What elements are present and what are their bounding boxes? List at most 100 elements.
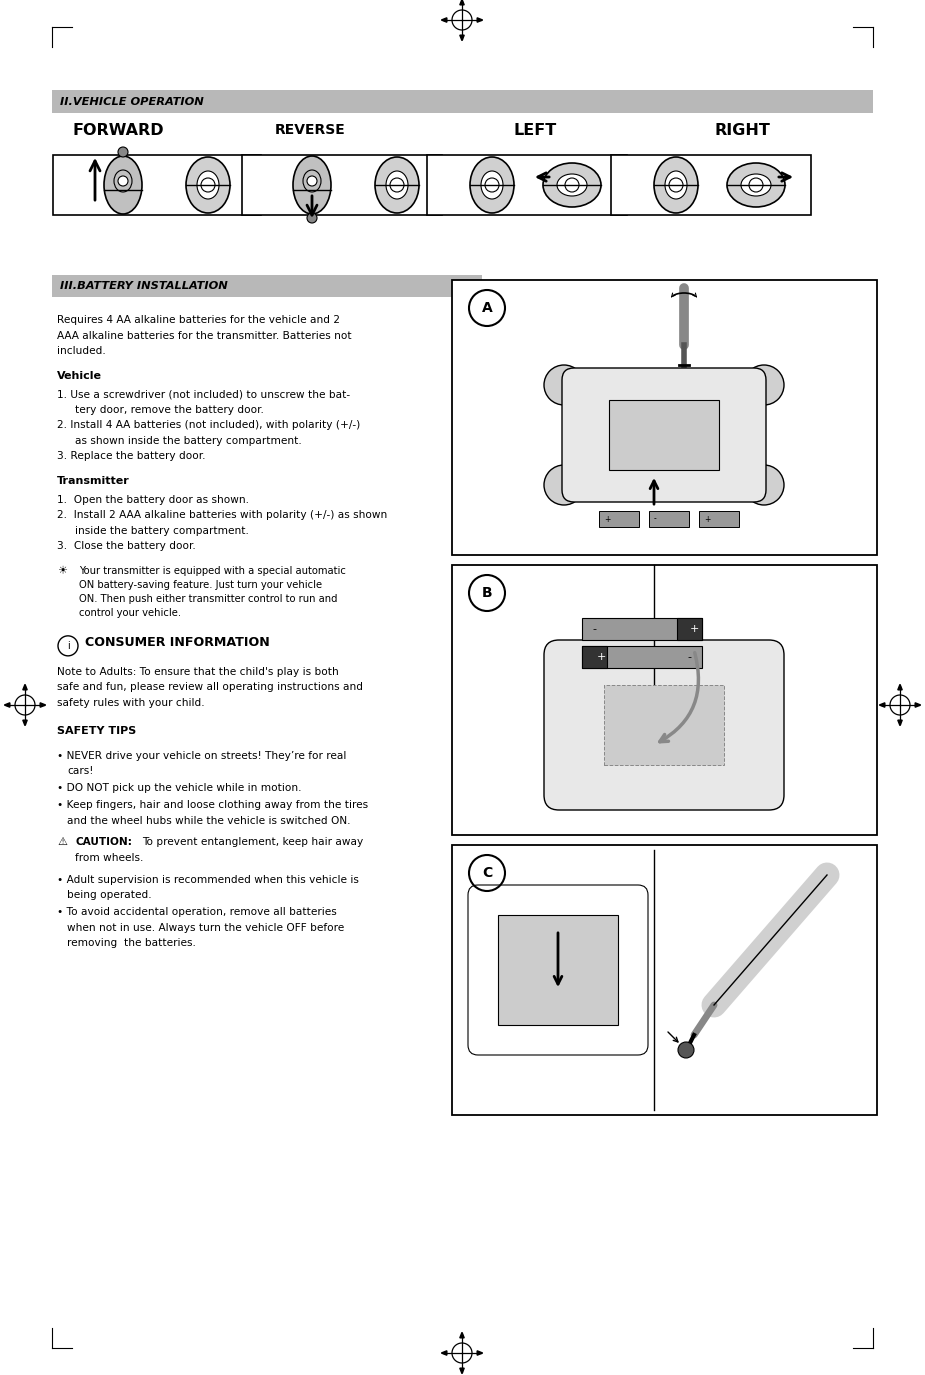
Bar <box>699 512 739 527</box>
Text: To prevent entanglement, keep hair away: To prevent entanglement, keep hair away <box>142 837 364 847</box>
Bar <box>582 617 702 639</box>
Bar <box>52 89 873 113</box>
Text: • To avoid accidental operation, remove all batteries: • To avoid accidental operation, remove … <box>57 908 337 917</box>
Text: 3. Replace the battery door.: 3. Replace the battery door. <box>57 451 205 462</box>
Text: III.BATTERY INSTALLATION: III.BATTERY INSTALLATION <box>60 280 228 292</box>
Text: safe and fun, please review all operating instructions and: safe and fun, please review all operatin… <box>57 682 363 693</box>
Text: -: - <box>592 624 596 634</box>
Polygon shape <box>898 720 902 726</box>
Circle shape <box>544 364 584 406</box>
FancyBboxPatch shape <box>562 368 766 502</box>
Circle shape <box>307 176 317 186</box>
Text: LEFT: LEFT <box>513 122 557 138</box>
Text: RIGHT: RIGHT <box>714 122 770 138</box>
Text: tery door, remove the battery door.: tery door, remove the battery door. <box>75 404 264 415</box>
Text: SAFETY TIPS: SAFETY TIPS <box>57 726 136 736</box>
Ellipse shape <box>386 170 408 199</box>
Circle shape <box>118 147 128 157</box>
Polygon shape <box>880 703 885 707</box>
Text: REVERSE: REVERSE <box>275 122 345 138</box>
Ellipse shape <box>741 175 771 197</box>
Text: 1. Use a screwdriver (not included) to unscrew the bat-: 1. Use a screwdriver (not included) to u… <box>57 389 351 399</box>
Text: FORWARD: FORWARD <box>72 122 164 138</box>
Text: -: - <box>687 652 691 661</box>
Polygon shape <box>441 1350 447 1356</box>
Bar <box>582 646 607 668</box>
Text: • Adult supervision is recommended when this vehicle is: • Adult supervision is recommended when … <box>57 874 359 884</box>
Text: 2. Install 4 AA batteries (not included), with polarity (+/-): 2. Install 4 AA batteries (not included)… <box>57 421 360 430</box>
Circle shape <box>744 465 784 505</box>
Text: A: A <box>482 301 492 315</box>
Text: +: + <box>604 514 610 524</box>
Text: included.: included. <box>57 346 105 356</box>
Polygon shape <box>898 685 902 690</box>
Bar <box>582 646 702 668</box>
Text: control your vehicle.: control your vehicle. <box>79 608 181 617</box>
Polygon shape <box>460 1368 464 1374</box>
Polygon shape <box>23 685 27 690</box>
Polygon shape <box>460 0 464 6</box>
Polygon shape <box>477 18 483 22</box>
Text: from wheels.: from wheels. <box>75 852 143 864</box>
Text: AAA alkaline batteries for the transmitter. Batteries not: AAA alkaline batteries for the transmitt… <box>57 330 352 341</box>
Bar <box>427 155 627 214</box>
Circle shape <box>118 176 128 186</box>
Polygon shape <box>915 703 920 707</box>
Text: CONSUMER INFORMATION: CONSUMER INFORMATION <box>85 635 270 649</box>
Text: i: i <box>67 641 69 650</box>
Bar <box>452 565 877 835</box>
Text: inside the battery compartment.: inside the battery compartment. <box>75 525 249 536</box>
Text: • Keep fingers, hair and loose clothing away from the tires: • Keep fingers, hair and loose clothing … <box>57 800 368 810</box>
Text: ON battery-saving feature. Just turn your vehicle: ON battery-saving feature. Just turn you… <box>79 580 322 590</box>
Text: Your transmitter is equipped with a special automatic: Your transmitter is equipped with a spec… <box>79 566 346 576</box>
Bar <box>452 280 877 556</box>
Text: +: + <box>704 514 710 524</box>
Ellipse shape <box>197 170 219 199</box>
Bar <box>609 400 719 470</box>
Text: B: B <box>482 586 492 600</box>
Bar <box>611 155 811 214</box>
Ellipse shape <box>727 164 785 208</box>
Ellipse shape <box>104 155 142 214</box>
Ellipse shape <box>654 157 698 213</box>
Bar <box>677 617 702 639</box>
Ellipse shape <box>375 157 419 213</box>
Text: 1.  Open the battery door as shown.: 1. Open the battery door as shown. <box>57 495 249 505</box>
Text: safety rules with your child.: safety rules with your child. <box>57 698 204 708</box>
Polygon shape <box>460 36 464 41</box>
Circle shape <box>678 1042 694 1057</box>
Text: cars!: cars! <box>67 766 93 776</box>
Polygon shape <box>460 1332 464 1338</box>
Text: II.VEHICLE OPERATION: II.VEHICLE OPERATION <box>60 96 204 106</box>
Text: and the wheel hubs while the vehicle is switched ON.: and the wheel hubs while the vehicle is … <box>67 815 351 825</box>
Text: +: + <box>690 624 699 634</box>
Bar <box>498 914 618 1024</box>
FancyArrowPatch shape <box>660 653 698 741</box>
Polygon shape <box>40 703 45 707</box>
Ellipse shape <box>293 155 331 214</box>
Text: +: + <box>597 652 607 661</box>
Ellipse shape <box>481 170 503 199</box>
Polygon shape <box>23 720 27 726</box>
Circle shape <box>544 465 584 505</box>
Text: • NEVER drive your vehicle on streets! They’re for real: • NEVER drive your vehicle on streets! T… <box>57 751 346 760</box>
Text: when not in use. Always turn the vehicle OFF before: when not in use. Always turn the vehicle… <box>67 923 344 932</box>
Text: ☀: ☀ <box>57 566 67 576</box>
Ellipse shape <box>186 157 230 213</box>
Bar <box>53 155 261 214</box>
Text: ON. Then push either transmitter control to run and: ON. Then push either transmitter control… <box>79 594 338 604</box>
Bar <box>452 846 877 1115</box>
Text: as shown inside the battery compartment.: as shown inside the battery compartment. <box>75 436 302 446</box>
Bar <box>604 685 724 765</box>
Text: removing  the batteries.: removing the batteries. <box>67 938 196 949</box>
Text: 3.  Close the battery door.: 3. Close the battery door. <box>57 542 196 551</box>
Text: -: - <box>654 514 657 524</box>
Ellipse shape <box>543 164 601 208</box>
Text: • DO NOT pick up the vehicle while in motion.: • DO NOT pick up the vehicle while in mo… <box>57 784 302 793</box>
Ellipse shape <box>470 157 514 213</box>
Text: Transmitter: Transmitter <box>57 476 130 487</box>
Bar <box>52 275 482 297</box>
Ellipse shape <box>665 170 687 199</box>
Text: CAUTION:: CAUTION: <box>75 837 132 847</box>
Polygon shape <box>477 1350 483 1356</box>
